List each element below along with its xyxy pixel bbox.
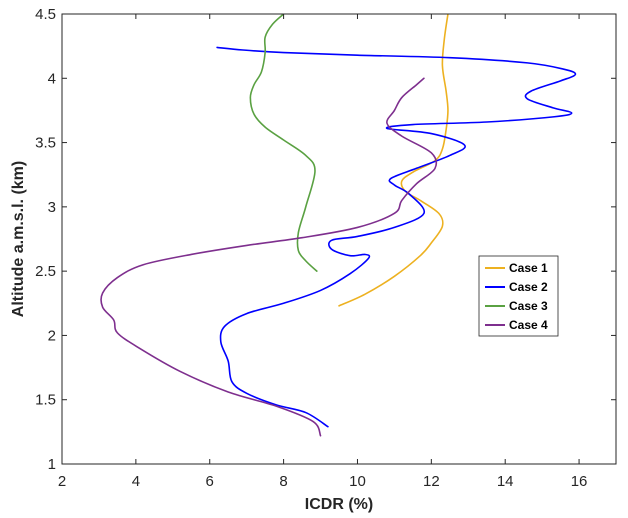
y-tick-label: 4.5	[35, 6, 56, 23]
y-tick-label: 2.5	[35, 263, 56, 280]
y-tick-label: 3.5	[35, 135, 56, 152]
x-tick-label: 16	[571, 473, 588, 490]
x-tick-label: 6	[206, 473, 214, 490]
x-tick-label: 4	[132, 473, 140, 490]
x-tick-label: 12	[423, 473, 440, 490]
x-axis-label: ICDR (%)	[305, 496, 373, 513]
ticks-group: 2 4 6 8 10 12 14 16 1 1.5 2 2.5 3 3.5 4 4.5	[35, 6, 616, 490]
series-group	[100, 14, 577, 437]
y-tick-label: 3	[48, 199, 56, 216]
legend-label-case-4: Case 4	[509, 318, 548, 332]
x-tick-label: 10	[349, 473, 366, 490]
legend: Case 1 Case 2 Case 3 Case 4	[478, 255, 559, 337]
x-tick-label: 8	[279, 473, 287, 490]
y-tick-label: 4	[48, 70, 56, 87]
y-tick-label: 1	[48, 456, 56, 473]
y-tick-label: 2	[48, 327, 56, 344]
plot-frame	[61, 13, 617, 465]
series-line-case-2	[216, 46, 577, 428]
y-tick-label: 1.5	[35, 392, 56, 409]
legend-box	[478, 255, 559, 337]
legend-label-case-3: Case 3	[509, 299, 548, 313]
y-axis-label: Altitude a.m.s.l. (km)	[10, 161, 27, 317]
x-tick-label: 2	[58, 473, 66, 490]
legend-label-case-1: Case 1	[509, 261, 548, 275]
series-line-case-4	[100, 77, 438, 437]
x-tick-label: 14	[497, 473, 514, 490]
series-line-case-1	[338, 14, 449, 307]
legend-label-case-2: Case 2	[509, 280, 548, 294]
